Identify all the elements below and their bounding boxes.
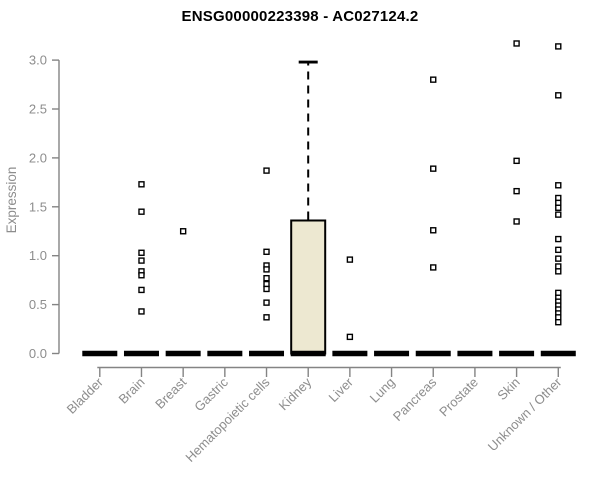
outlier-point-hematopoietic-cells: [263, 167, 270, 174]
median-bar-breast: [165, 350, 201, 357]
outlier-point-hematopoietic-cells: [263, 248, 270, 255]
outlier-point-hematopoietic-cells: [263, 274, 270, 282]
x-tick-label-gastric: Gastric: [191, 374, 231, 414]
outlier-point-skin: [513, 218, 520, 225]
median-bar-unknown-other: [540, 350, 576, 357]
y-tick-label: 2.0: [29, 150, 47, 165]
outlier-point-skin: [513, 187, 520, 195]
outlier-point-brain: [138, 181, 145, 188]
y-tick-label: 1.0: [29, 248, 47, 263]
outlier-point-liver: [346, 256, 354, 263]
outlier-point-hematopoietic-cells: [263, 314, 270, 321]
outlier-point-unknown-other: [555, 246, 562, 254]
x-tick-label-skin: Skin: [494, 375, 522, 403]
outlier-point-liver: [346, 333, 354, 341]
median-bar-gastric: [207, 350, 243, 357]
outlier-point-unknown-other: [555, 268, 562, 275]
x-tick-label-liver: Liver: [325, 374, 356, 405]
outlier-point-skin: [513, 157, 520, 165]
median-bar-pancreas: [415, 350, 451, 357]
x-tick-label-brain: Brain: [116, 375, 148, 407]
median-bar-liver: [332, 350, 368, 357]
x-tick-label-bladder: Bladder: [64, 374, 107, 417]
median-bar-brain: [123, 350, 159, 357]
median-bar-bladder: [82, 350, 118, 357]
y-tick-label: 0.0: [29, 346, 47, 361]
y-tick-label: 2.5: [29, 102, 47, 117]
outlier-point-pancreas: [430, 165, 437, 172]
x-tick-label-unknown-other: Unknown / Other: [485, 374, 565, 454]
outlier-point-skin: [513, 40, 520, 47]
outlier-point-unknown-other: [555, 211, 562, 218]
outlier-point-hematopoietic-cells: [263, 285, 270, 293]
median-bar-lung: [374, 350, 410, 357]
median-bar-hematopoietic-cells: [249, 350, 285, 357]
outlier-point-brain: [138, 208, 145, 215]
y-tick-label: 1.5: [29, 199, 47, 214]
x-tick-label-kidney: Kidney: [276, 374, 315, 413]
outlier-point-unknown-other: [555, 235, 562, 243]
chart-title: ENSG00000223398 - AC027124.2: [181, 8, 419, 25]
x-tick-label-breast: Breast: [152, 374, 189, 411]
x-tick-label-pancreas: Pancreas: [390, 374, 440, 424]
box-kidney: [290, 219, 327, 355]
outlier-point-pancreas: [430, 264, 437, 271]
median-bar-skin: [499, 350, 535, 357]
outlier-point-pancreas: [430, 76, 437, 83]
outlier-point-unknown-other: [555, 204, 562, 211]
outlier-point-unknown-other: [555, 255, 562, 262]
median-bar-prostate: [457, 350, 493, 357]
x-tick-label-prostate: Prostate: [436, 375, 481, 420]
outlier-point-brain: [138, 257, 145, 264]
y-tick-label: 3.0: [29, 53, 47, 68]
outlier-point-unknown-other: [555, 43, 562, 50]
outlier-point-brain: [138, 272, 145, 279]
outlier-point-brain: [138, 249, 145, 256]
outlier-point-breast: [179, 228, 187, 235]
outlier-point-brain: [138, 286, 145, 294]
outlier-point-brain: [138, 308, 145, 315]
outlier-point-pancreas: [430, 227, 437, 234]
x-tick-label-lung: Lung: [367, 375, 398, 406]
y-tick-label: 0.5: [29, 297, 47, 312]
median-bar-kidney: [290, 350, 326, 357]
outlier-point-unknown-other: [555, 92, 562, 99]
outlier-point-unknown-other: [555, 319, 562, 326]
y-axis-title: Expression: [4, 167, 19, 234]
outlier-point-unknown-other: [555, 182, 562, 189]
outlier-point-hematopoietic-cells: [263, 266, 270, 273]
outlier-point-hematopoietic-cells: [263, 299, 270, 306]
